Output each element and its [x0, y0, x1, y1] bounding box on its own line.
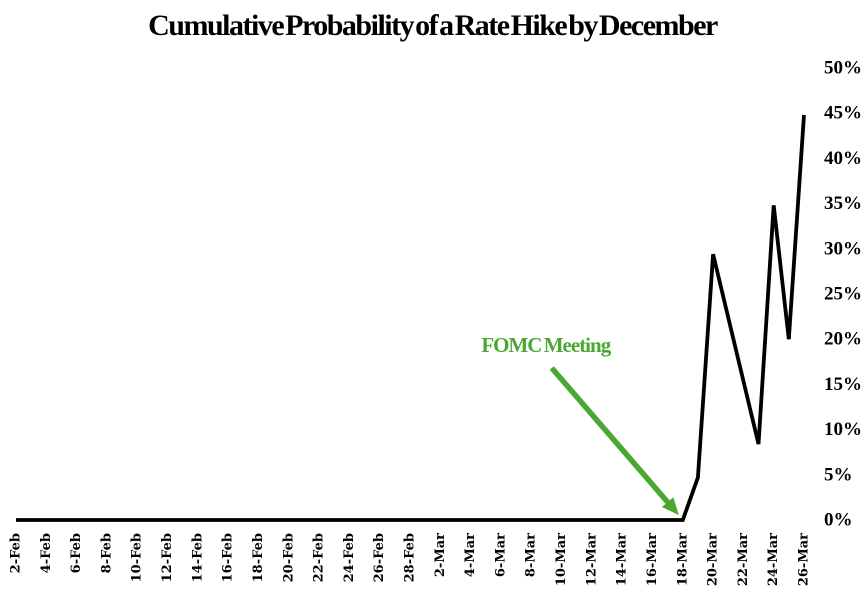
x-tick-label: 16-Mar	[645, 533, 660, 586]
probability-line	[16, 114, 806, 522]
x-tick-label: 26-Mar	[797, 533, 812, 586]
y-tick-label: 50%	[824, 58, 862, 79]
annotation-arrowhead-icon	[661, 497, 679, 515]
x-tick-label: 6-Feb	[69, 533, 84, 573]
x-tick-label: 26-Feb	[372, 533, 387, 582]
y-tick-label: 30%	[824, 238, 862, 259]
x-tick-label: 14-Feb	[190, 533, 205, 582]
x-tick-label: 20-Mar	[706, 533, 721, 586]
x-tick-label: 12-Mar	[584, 533, 599, 586]
x-tick-label: 10-Mar	[554, 533, 569, 586]
y-tick-label: 40%	[824, 148, 862, 169]
x-tick-label: 20-Feb	[281, 533, 296, 582]
x-tick-label: 4-Mar	[463, 533, 478, 577]
x-tick-label: 18-Mar	[675, 533, 690, 586]
x-tick-label: 22-Mar	[736, 533, 751, 586]
y-tick-label: 20%	[824, 329, 862, 350]
y-tick-label: 0%	[824, 510, 853, 531]
annotation-arrow-shaft	[549, 366, 672, 507]
x-tick-label: 24-Feb	[342, 533, 357, 582]
y-tick-label: 10%	[824, 419, 862, 440]
y-tick-label: 25%	[824, 284, 862, 305]
x-tick-label: 2-Feb	[9, 533, 24, 573]
fomc-meeting-label: FOMC Meeting	[481, 333, 611, 357]
x-tick-label: 2-Mar	[433, 533, 448, 577]
x-tick-label: 16-Feb	[221, 533, 236, 582]
x-tick-label: 8-Mar	[524, 533, 539, 577]
y-tick-label: 45%	[824, 103, 862, 124]
x-tick-label: 6-Mar	[493, 533, 508, 577]
y-tick-label: 15%	[824, 374, 862, 395]
x-tick-label: 14-Mar	[615, 533, 630, 586]
x-tick-label: 24-Mar	[766, 533, 781, 586]
chart-title: Cumulative Probability of a Rate Hike by…	[148, 9, 718, 42]
x-tick-label: 28-Feb	[403, 533, 418, 582]
x-tick-label: 22-Feb	[312, 533, 327, 582]
x-tick-label: 12-Feb	[160, 533, 175, 582]
x-tick-label: 18-Feb	[251, 533, 266, 582]
x-tick-label: 4-Feb	[39, 533, 54, 573]
plot-area: 0% 5% 10% 15% 20% 25% 30% 35% 40% 45% 50% 2-Feb 4-Fe…	[9, 58, 863, 587]
y-tick-label: 5%	[824, 464, 853, 485]
y-tick-label: 35%	[824, 193, 862, 214]
x-tick-label: 10-Feb	[130, 533, 145, 582]
x-tick-label: 8-Feb	[99, 533, 114, 573]
